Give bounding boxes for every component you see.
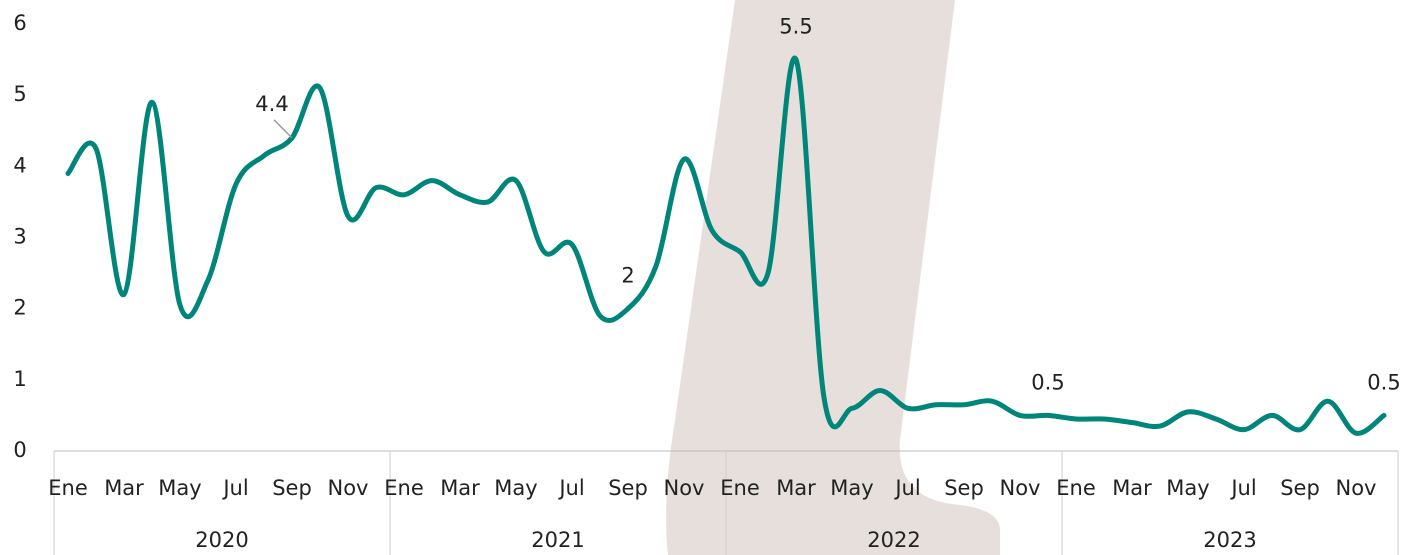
- x-tick-label: Mar: [440, 476, 480, 500]
- x-tick-label: Sep: [944, 476, 984, 500]
- label-leader: [273, 119, 293, 139]
- y-tick-label: 3: [13, 225, 26, 249]
- x-tick-label: May: [158, 476, 201, 500]
- x-tick-label: Ene: [1056, 476, 1096, 500]
- x-tick-label: Jul: [1229, 476, 1256, 500]
- x-tick-label: May: [1166, 476, 1209, 500]
- y-tick-label: 4: [13, 153, 26, 177]
- data-label: 0.5: [1031, 370, 1064, 394]
- y-tick-label: 1: [13, 367, 26, 391]
- x-tick-label: Sep: [608, 476, 648, 500]
- y-tick-label: 5: [13, 82, 26, 106]
- x-tick-label: Ene: [384, 476, 424, 500]
- x-tick-label: Nov: [664, 476, 705, 500]
- y-tick-label: 6: [13, 11, 26, 35]
- x-tick-label: Jul: [893, 476, 920, 500]
- background-shape: [666, 0, 1000, 555]
- x-tick-label: Sep: [1280, 476, 1320, 500]
- x-tick-label: Nov: [1336, 476, 1377, 500]
- x-tick-label: Ene: [48, 476, 88, 500]
- x-tick-label: Nov: [328, 476, 369, 500]
- x-tick-label: Jul: [221, 476, 248, 500]
- x-tick-label: May: [830, 476, 873, 500]
- data-line: [65, 55, 1387, 436]
- data-label: 2: [621, 264, 634, 288]
- year-label: 2020: [195, 528, 248, 552]
- y-tick-label: 0: [13, 438, 26, 462]
- x-tick-label: Nov: [1000, 476, 1041, 500]
- data-label: 5.5: [779, 15, 812, 39]
- x-tick-label: Mar: [776, 476, 816, 500]
- x-tick-label: Mar: [1112, 476, 1152, 500]
- data-label: 0.5: [1367, 370, 1400, 394]
- x-tick-label: May: [494, 476, 537, 500]
- y-tick-label: 2: [13, 296, 26, 320]
- year-label: 2021: [531, 528, 584, 552]
- data-label: 4.4: [255, 92, 288, 116]
- x-tick-label: Ene: [720, 476, 760, 500]
- x-tick-label: Jul: [557, 476, 584, 500]
- year-label: 2022: [867, 528, 920, 552]
- year-label: 2023: [1203, 528, 1256, 552]
- x-tick-label: Sep: [272, 476, 312, 500]
- x-tick-label: Mar: [104, 476, 144, 500]
